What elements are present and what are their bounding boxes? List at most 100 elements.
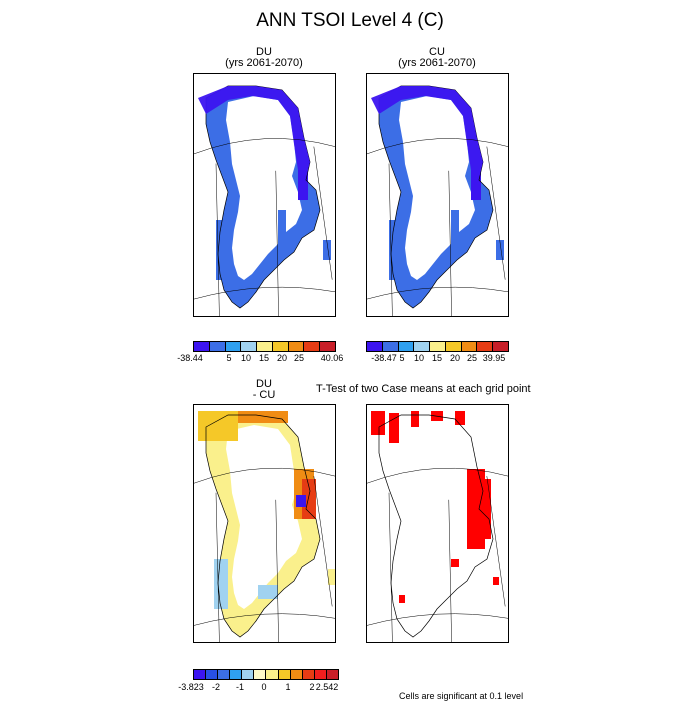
cu-cbar-label-25: 25 [466, 353, 478, 363]
diff-cbar-label-min: -3.823 [178, 682, 204, 692]
main-title: ANN TSOI Level 4 (C) [256, 10, 444, 31]
du-panel-title: DU (yrs 2061-2070) [193, 47, 335, 69]
du-cbar-label-max: 40.06 [320, 353, 344, 363]
diff-colorbar [193, 669, 339, 680]
ttest-map-gridline-4 [367, 613, 508, 626]
ttest-map-cell-0 [371, 411, 385, 435]
ttest-map-panel [366, 404, 509, 643]
cu-cbar-label-max: 39.95 [482, 353, 506, 363]
diff-colorbar-swatch-9 [302, 670, 315, 679]
ttest-map-cell-8 [399, 595, 405, 603]
diff-cbar-label-max: 2.542 [315, 682, 339, 692]
ttest-title: T-Test of two Case means at each grid po… [316, 383, 531, 395]
cu-map-panel [366, 73, 509, 317]
diff-colorbar-swatch-11 [326, 670, 338, 679]
diff-map-svg [194, 411, 335, 642]
du-cbar-label-10: 10 [240, 353, 252, 363]
du-colorbar-swatch-0 [194, 342, 210, 351]
ttest-map-gridline-0 [388, 492, 393, 642]
cu-colorbar-swatch-5 [445, 342, 462, 351]
diff-map-coastline [205, 414, 321, 638]
du-colorbar-swatch-2 [225, 342, 242, 351]
diff-colorbar-swatch-8 [290, 670, 303, 679]
du-map-svg [194, 85, 335, 316]
ttest-map-coastline [378, 414, 494, 638]
cu-colorbar [366, 341, 509, 352]
cu-cbar-label-20: 20 [449, 353, 461, 363]
cu-map-cell-2 [496, 240, 504, 260]
cu-map-cell-0 [451, 210, 459, 250]
du-colorbar-swatch-8 [320, 342, 336, 351]
cu-map-cell-3 [471, 170, 481, 200]
diff-map-cell-4 [296, 495, 306, 507]
cu-name: CU [429, 46, 445, 58]
ttest-map-cell-9 [493, 577, 499, 585]
cu-colorbar-swatch-6 [461, 342, 478, 351]
diff-colorbar-swatch-10 [314, 670, 327, 679]
diff-colorbar-swatch-7 [278, 670, 291, 679]
diff-map-cell-0 [198, 411, 238, 441]
diff-map-gridline-3 [194, 467, 335, 484]
du-colorbar-swatch-6 [288, 342, 305, 351]
diff-map-inner-fill [226, 425, 302, 609]
du-map-gridline-0 [215, 163, 220, 316]
diff-map-gridline-4 [194, 613, 335, 626]
du-cbar-label-20: 20 [276, 353, 288, 363]
cu-panel-title: CU (yrs 2061-2070) [366, 47, 508, 69]
diff-colorbar-swatch-0 [194, 670, 207, 679]
diff-map-cell-3 [302, 479, 316, 519]
cu-colorbar-swatch-3 [414, 342, 431, 351]
du-map-cell-3 [298, 170, 308, 200]
cu-cbar-label-min: -38.47 [371, 353, 397, 363]
ttest-map-cell-6 [481, 479, 491, 539]
diff-panel-title: DU - CU [193, 379, 335, 401]
cu-colorbar-swatch-2 [398, 342, 415, 351]
cu-map-cell-1 [389, 220, 399, 280]
diff-cbar-label-1: 1 [285, 682, 291, 692]
du-cbar-label-25: 25 [293, 353, 305, 363]
ttest-map-cell-4 [455, 411, 465, 425]
diff-cbar-label-2: 2 [309, 682, 315, 692]
du-name: DU [256, 46, 272, 58]
du-colorbar-swatch-1 [209, 342, 226, 351]
du-map-panel [193, 73, 336, 317]
footer-note: Cells are significant at 0.1 level [399, 691, 524, 701]
ttest-map-cell-2 [411, 411, 419, 427]
diff-map-gridline-0 [215, 492, 220, 642]
diff-colorbar-swatch-3 [230, 670, 243, 679]
diff-colorbar-swatch-1 [206, 670, 219, 679]
du-colorbar-swatch-3 [241, 342, 258, 351]
du-colorbar-swatch-5 [272, 342, 289, 351]
du-map-gridline-3 [194, 138, 335, 155]
diff-sub: - CU [252, 389, 276, 401]
du-map-gridline-2 [313, 146, 333, 280]
ttest-map-cell-7 [451, 559, 459, 567]
cu-colorbar-swatch-0 [367, 342, 383, 351]
cu-map-gridline-2 [486, 146, 506, 280]
du-map-cell-1 [216, 220, 226, 280]
diff-map-gridline-1 [275, 499, 279, 642]
cu-map-gridline-1 [448, 170, 452, 316]
diff-map-gridline-2 [313, 476, 333, 607]
du-years: (yrs 2061-2070) [225, 57, 303, 69]
ttest-map-cell-5 [467, 469, 485, 549]
diff-colorbar-swatch-6 [266, 670, 279, 679]
cu-map-north-band [371, 86, 483, 178]
diff-map-panel [193, 404, 336, 643]
du-map-cell-0 [278, 210, 286, 250]
du-map-cell-2 [323, 240, 331, 260]
diff-colorbar-swatch-5 [254, 670, 267, 679]
cu-cbar-label-5: 5 [399, 353, 405, 363]
du-cbar-label-min: -38.44 [177, 353, 203, 363]
diff-map-cell-1 [238, 411, 288, 423]
cu-colorbar-swatch-4 [430, 342, 446, 351]
du-map-gridline-4 [194, 286, 335, 300]
diff-map-cell-7 [328, 569, 335, 585]
cu-years: (yrs 2061-2070) [398, 57, 476, 69]
ttest-map-gridline-3 [367, 467, 508, 484]
diff-cbar-label-m2: -2 [211, 682, 221, 692]
du-colorbar-swatch-4 [257, 342, 273, 351]
ttest-map-gridline-1 [448, 499, 452, 642]
du-cbar-label-15: 15 [258, 353, 270, 363]
cu-colorbar-swatch-7 [477, 342, 494, 351]
